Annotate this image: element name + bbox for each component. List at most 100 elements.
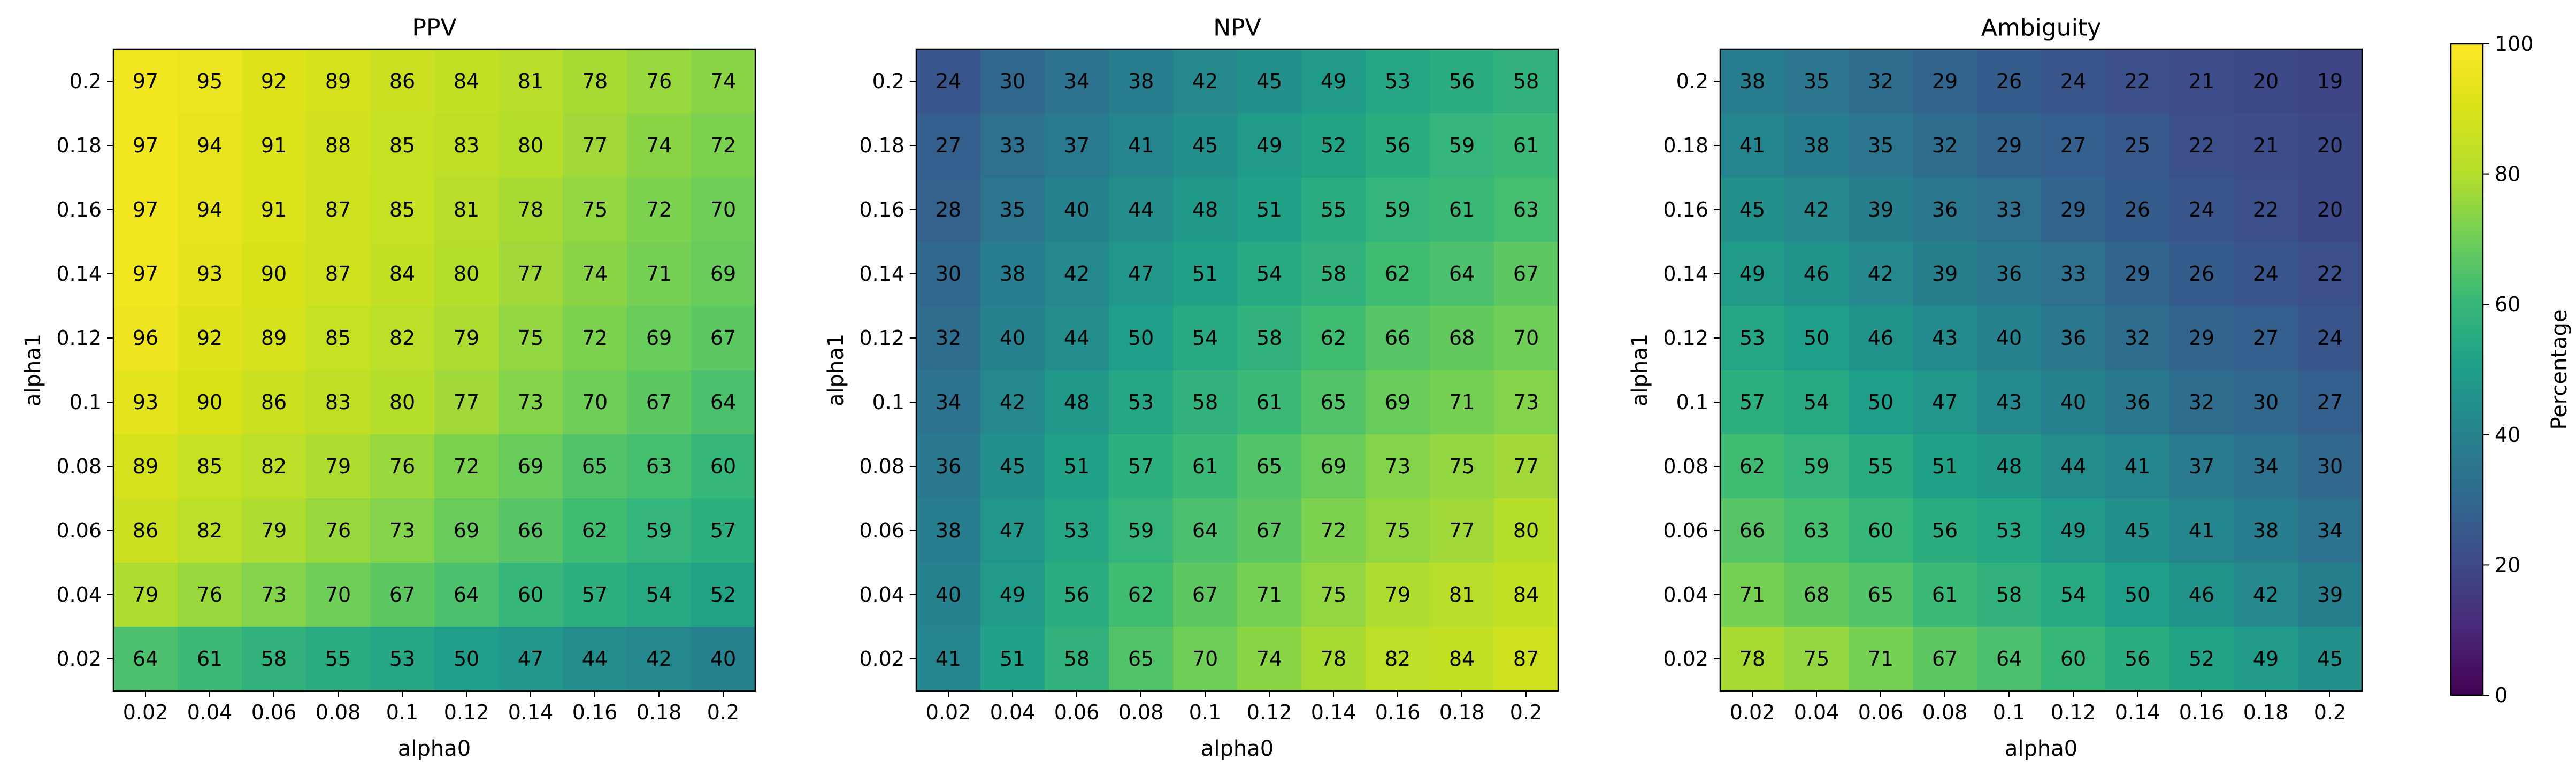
heatmap-cell xyxy=(1430,306,1494,371)
heatmap-cell xyxy=(306,498,371,563)
y-tick-label: 0.18 xyxy=(56,134,102,157)
cell-value-label: 56 xyxy=(1385,134,1410,157)
x-tick-label: 0.08 xyxy=(1118,701,1164,724)
cell-value-label: 93 xyxy=(133,390,158,414)
heatmap-cell xyxy=(370,498,435,563)
heatmap-cell xyxy=(1109,498,1174,563)
cell-value-label: 44 xyxy=(582,647,608,671)
heatmap-cell xyxy=(1301,563,1366,627)
cell-value-label: 45 xyxy=(2125,519,2150,542)
heatmap-cell xyxy=(2234,178,2298,242)
cell-value-label: 47 xyxy=(1932,390,1958,414)
x-tick-label: 0.16 xyxy=(572,701,618,724)
heatmap-cell xyxy=(113,627,178,692)
heatmap-cell xyxy=(2298,49,2363,114)
heatmap-cell xyxy=(916,113,981,178)
cell-value-label: 58 xyxy=(1192,390,1218,414)
cell-value-label: 77 xyxy=(1513,455,1539,478)
cell-value-label: 67 xyxy=(1256,519,1282,542)
cell-value-label: 33 xyxy=(1000,134,1025,157)
cell-value-label: 42 xyxy=(1000,390,1025,414)
x-tick-label: 0.02 xyxy=(926,701,971,724)
heatmap-cell xyxy=(1301,498,1366,563)
colorbar-tick-label: 20 xyxy=(2495,553,2520,577)
cell-value-label: 57 xyxy=(582,583,608,606)
heatmap-cell xyxy=(434,49,499,114)
cell-value-label: 92 xyxy=(197,326,223,350)
cell-value-label: 78 xyxy=(1739,647,1765,671)
heatmap-cell xyxy=(691,242,756,306)
cell-value-label: 21 xyxy=(2189,70,2214,93)
x-tick-label: 0.06 xyxy=(251,701,297,724)
heatmap-cell xyxy=(306,434,371,499)
cell-value-label: 86 xyxy=(389,70,415,93)
x-tick-label: 0.1 xyxy=(1993,701,2025,724)
cell-value-label: 84 xyxy=(389,262,415,286)
cell-value-label: 87 xyxy=(325,198,351,221)
x-tick-label: 0.08 xyxy=(1922,701,1968,724)
cell-value-label: 97 xyxy=(133,70,158,93)
heatmap-cell xyxy=(1045,242,1109,306)
cell-value-label: 78 xyxy=(582,70,608,93)
heatmap-cell xyxy=(1913,242,1977,306)
cell-value-label: 33 xyxy=(2060,262,2086,286)
heatmap-cell xyxy=(242,563,306,627)
x-tick-label: 0.14 xyxy=(508,701,554,724)
heatmap-cell xyxy=(306,627,371,692)
heatmap-cell xyxy=(1494,627,1559,692)
cell-value-label: 69 xyxy=(710,262,736,286)
y-tick-label: 0.04 xyxy=(56,583,102,606)
heatmap-cell xyxy=(916,434,981,499)
cell-value-label: 72 xyxy=(710,134,736,157)
cell-value-label: 60 xyxy=(2060,647,2086,671)
heatmap-cell xyxy=(178,306,242,371)
heatmap-cell xyxy=(1720,242,1785,306)
cell-value-label: 57 xyxy=(1128,455,1154,478)
heatmap-cell xyxy=(2105,498,2170,563)
heatmap-cell xyxy=(1045,434,1109,499)
y-tick-label: 0.2 xyxy=(70,70,102,93)
cell-value-label: 56 xyxy=(1449,70,1475,93)
heatmap-cell xyxy=(563,242,627,306)
cell-value-label: 35 xyxy=(1804,70,1829,93)
cell-value-label: 59 xyxy=(1449,134,1475,157)
heatmap-cell xyxy=(1237,306,1302,371)
heatmap-cell xyxy=(1784,306,1849,371)
x-axis-label: alpha0 xyxy=(2005,736,2077,761)
heatmap-cell xyxy=(2298,306,2363,371)
cell-value-label: 30 xyxy=(2253,390,2279,414)
heatmap-cell xyxy=(2234,627,2298,692)
cell-value-label: 59 xyxy=(646,519,672,542)
cell-value-label: 84 xyxy=(454,70,479,93)
cell-value-label: 81 xyxy=(454,198,479,221)
cell-value-label: 42 xyxy=(1804,198,1829,221)
cell-value-label: 80 xyxy=(1513,519,1539,542)
panel-title: Ambiguity xyxy=(1981,14,2101,42)
cell-value-label: 32 xyxy=(1932,134,1958,157)
heatmap-cell xyxy=(1977,242,2042,306)
cell-value-label: 41 xyxy=(936,647,961,671)
cell-value-label: 80 xyxy=(454,262,479,286)
heatmap-cell xyxy=(1237,242,1302,306)
heatmap-cell xyxy=(980,49,1045,114)
heatmap-cell xyxy=(370,49,435,114)
heatmap-cell xyxy=(1494,563,1559,627)
heatmap-cell xyxy=(1173,627,1238,692)
panel-npv: NPV 24 30 34 38 42 45 49 53 56 58 27 33 37 41 45 49 52 56 5… xyxy=(824,14,1559,761)
x-tick-label: 0.18 xyxy=(1439,701,1485,724)
cell-value-label: 38 xyxy=(1739,70,1765,93)
heatmap-cell xyxy=(916,178,981,242)
heatmap-cell xyxy=(1784,178,1849,242)
heatmap-cell xyxy=(178,434,242,499)
heatmap-cell xyxy=(2169,306,2234,371)
cell-value-label: 73 xyxy=(518,390,543,414)
x-tick-label: 0.16 xyxy=(1375,701,1421,724)
cell-value-label: 72 xyxy=(646,198,672,221)
heatmap-cell xyxy=(1494,306,1559,371)
heatmap-cell xyxy=(1494,178,1559,242)
heatmap-cell xyxy=(242,627,306,692)
heatmap-cell xyxy=(2041,178,2106,242)
colorbar-gradient xyxy=(2451,44,2483,695)
cell-value-label: 71 xyxy=(1868,647,1893,671)
